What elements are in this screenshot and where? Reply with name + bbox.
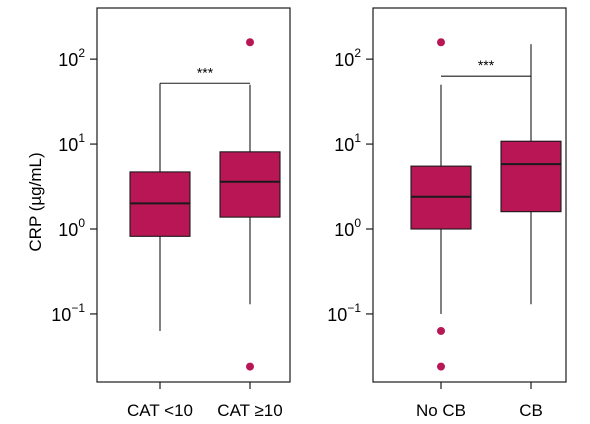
box-iqr bbox=[500, 140, 562, 213]
y-tick-label: 102 bbox=[58, 46, 85, 70]
box-iqr bbox=[219, 151, 281, 218]
y-tick-label: 102 bbox=[334, 46, 361, 70]
y-tick-label: 10−1 bbox=[51, 301, 85, 325]
y-tick-label: 101 bbox=[58, 131, 85, 155]
plot-frame bbox=[372, 7, 567, 383]
outlier-point bbox=[437, 362, 445, 371]
y-tick-label: 100 bbox=[58, 216, 85, 240]
significance-label: *** bbox=[478, 57, 495, 73]
x-tick-label: No CB bbox=[416, 401, 466, 420]
box-0 bbox=[129, 83, 191, 331]
x-tick-label: CAT <10 bbox=[127, 401, 193, 420]
x-tick-label: CB bbox=[519, 401, 543, 420]
outlier-point bbox=[437, 38, 445, 47]
y-tick-label: 10−1 bbox=[327, 301, 361, 325]
box-1 bbox=[219, 38, 281, 371]
significance-label: *** bbox=[197, 64, 214, 80]
plot-frame bbox=[96, 7, 291, 383]
box-1 bbox=[500, 44, 562, 305]
outlier-point bbox=[246, 38, 254, 47]
right-panel: 10−1 100 101 102 No CB CB *** bbox=[327, 7, 567, 420]
box-0 bbox=[410, 38, 472, 371]
left-panel: 10−1 100 101 102 CAT <10 CAT ≥10 *** bbox=[51, 7, 291, 420]
y-tick-label: 100 bbox=[334, 216, 361, 240]
y-axis-label: CRP (µg/mL) bbox=[26, 152, 45, 251]
outlier-point bbox=[246, 362, 254, 371]
y-tick-label: 101 bbox=[334, 131, 361, 155]
outlier-point bbox=[437, 326, 445, 335]
x-tick-label: CAT ≥10 bbox=[217, 401, 282, 420]
